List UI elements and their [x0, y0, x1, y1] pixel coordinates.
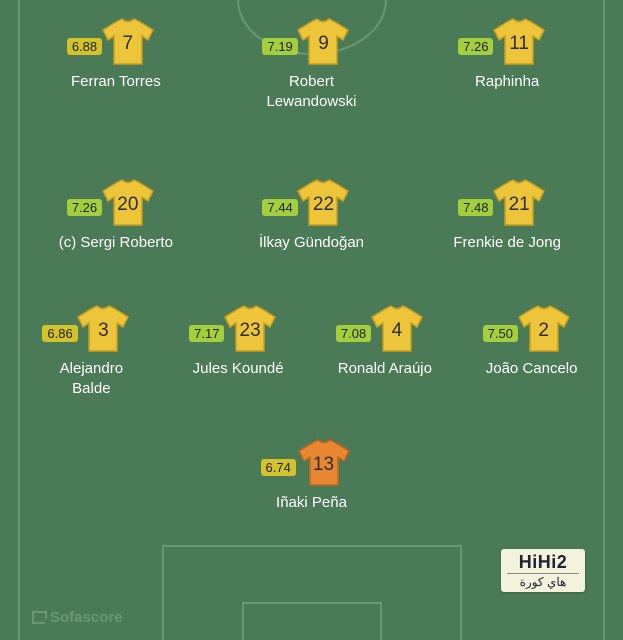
player-name: Ronald Araújo: [338, 359, 432, 379]
player-name: Jules Koundé: [193, 359, 284, 379]
hihi2-logo-bottom: هاي كورة: [507, 573, 579, 589]
player-rating: 7.44: [262, 199, 297, 216]
player-rating: 6.74: [261, 459, 296, 476]
player-number: 2: [517, 309, 571, 353]
player-name: João Cancelo: [486, 359, 578, 379]
player-number: 21: [492, 183, 546, 227]
player-jersey-icon: 23 7.17: [223, 305, 277, 353]
player-jersey-icon: 2 7.50: [517, 305, 571, 353]
player-rating: 7.26: [67, 199, 102, 216]
player-name: Raphinha: [475, 72, 539, 92]
player-name: (c) Sergi Roberto: [59, 233, 173, 253]
player-number: 11: [492, 22, 546, 66]
player-card[interactable]: 11 7.26 Raphinha: [432, 18, 582, 92]
hihi2-logo: HiHi2 هاي كورة: [501, 549, 585, 592]
player-number: 3: [76, 309, 130, 353]
hihi2-logo-top: HiHi2: [507, 553, 579, 572]
player-card[interactable]: 22 7.44 İlkay Gündoğan: [236, 179, 386, 253]
player-rating: 7.08: [336, 325, 371, 342]
player-jersey-icon: 11 7.26: [492, 18, 546, 66]
player-rating: 6.88: [67, 38, 102, 55]
player-rating: 7.26: [458, 38, 493, 55]
player-number: 22: [296, 183, 350, 227]
formation-rows: 7 6.88 Ferran Torres 9 7.19 RobertLewand…: [0, 0, 623, 640]
player-rating: 7.17: [189, 325, 224, 342]
player-rating: 7.50: [483, 325, 518, 342]
player-jersey-icon: 9 7.19: [296, 18, 350, 66]
sofascore-watermark: Sofascore: [32, 609, 123, 626]
player-rating: 6.86: [42, 325, 77, 342]
player-rating: 7.19: [262, 38, 297, 55]
player-card[interactable]: 21 7.48 Frenkie de Jong: [432, 179, 582, 253]
player-card[interactable]: 20 7.26 (c) Sergi Roberto: [41, 179, 191, 253]
player-card[interactable]: 2 7.50 João Cancelo: [462, 305, 602, 379]
player-name: RobertLewandowski: [266, 72, 356, 113]
row-defenders: 3 6.86 AlejandroBalde 23 7.17 Jules Koun…: [0, 305, 623, 400]
player-card[interactable]: 9 7.19 RobertLewandowski: [236, 18, 386, 113]
player-jersey-icon: 20 7.26: [101, 179, 155, 227]
player-card[interactable]: 7 6.88 Ferran Torres: [41, 18, 191, 92]
football-pitch: 7 6.88 Ferran Torres 9 7.19 RobertLewand…: [0, 0, 623, 640]
row-forwards: 7 6.88 Ferran Torres 9 7.19 RobertLewand…: [0, 18, 623, 113]
player-jersey-icon: 3 6.86: [76, 305, 130, 353]
player-jersey-icon: 4 7.08: [370, 305, 424, 353]
row-midfielders: 20 7.26 (c) Sergi Roberto 22 7.44 İlkay …: [0, 179, 623, 253]
player-card[interactable]: 4 7.08 Ronald Araújo: [315, 305, 455, 379]
player-name: Ferran Torres: [71, 72, 161, 92]
player-name: Iñaki Peña: [276, 493, 347, 513]
row-goalkeeper: 13 6.74 Iñaki Peña: [0, 439, 623, 513]
player-name: AlejandroBalde: [60, 359, 123, 400]
player-jersey-icon: 7 6.88: [101, 18, 155, 66]
player-rating: 7.48: [458, 199, 493, 216]
player-jersey-icon: 22 7.44: [296, 179, 350, 227]
player-jersey-icon: 13 6.74: [297, 439, 351, 487]
player-number: 13: [297, 443, 351, 487]
player-card[interactable]: 13 6.74 Iñaki Peña: [237, 439, 387, 513]
player-number: 4: [370, 309, 424, 353]
player-number: 23: [223, 309, 277, 353]
player-card[interactable]: 3 6.86 AlejandroBalde: [21, 305, 161, 400]
sofascore-icon: [32, 611, 45, 624]
sofascore-label: Sofascore: [50, 609, 123, 626]
player-jersey-icon: 21 7.48: [492, 179, 546, 227]
player-number: 7: [101, 22, 155, 66]
player-name: Frenkie de Jong: [453, 233, 561, 253]
player-number: 9: [296, 22, 350, 66]
player-card[interactable]: 23 7.17 Jules Koundé: [168, 305, 308, 379]
player-number: 20: [101, 183, 155, 227]
player-name: İlkay Gündoğan: [259, 233, 364, 253]
